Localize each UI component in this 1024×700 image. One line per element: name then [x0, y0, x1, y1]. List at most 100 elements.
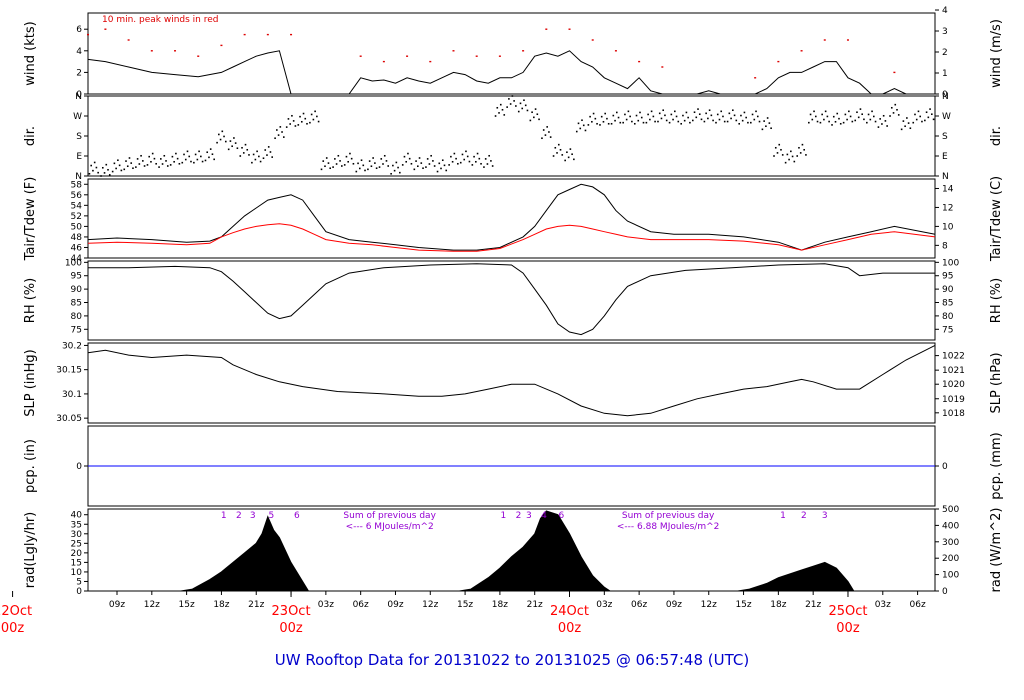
data-point: [428, 163, 431, 165]
rad-mark-label: 5: [268, 511, 274, 521]
data-point: [197, 55, 200, 57]
data-point: [312, 118, 315, 121]
rad-mark-label: 2: [801, 511, 807, 521]
data-point: [234, 142, 237, 144]
data-point: [798, 146, 800, 149]
data-point: [395, 161, 398, 164]
data-point: [258, 155, 260, 158]
data-point: [538, 118, 540, 121]
right-tick-label: 1019: [942, 395, 965, 405]
data-point: [480, 162, 482, 165]
data-point: [568, 28, 571, 30]
data-point: [355, 170, 358, 173]
data-point: [809, 113, 812, 116]
data-point: [774, 146, 777, 149]
data-point: [567, 156, 570, 159]
data-point: [236, 147, 239, 150]
data-point: [216, 141, 218, 144]
data-point: [140, 154, 142, 157]
time-tick-label: 09z: [109, 600, 125, 610]
data-point: [117, 159, 119, 162]
data-point: [610, 122, 613, 125]
right-tick-label: 400: [942, 521, 959, 531]
data-point: [615, 111, 618, 114]
data-point: [515, 105, 517, 107]
data-point: [219, 138, 222, 141]
data-point: [126, 165, 129, 168]
data-point: [872, 115, 875, 118]
series-Tair: [87, 183, 936, 251]
data-point: [896, 108, 898, 111]
data-point: [929, 108, 931, 110]
data-point: [770, 127, 772, 130]
data-point: [100, 175, 102, 177]
data-point: [248, 154, 250, 156]
rad-mark-label: 3: [822, 511, 828, 521]
y-axis-title-right: RH (%): [989, 278, 1004, 323]
panel-rh: 75 80 85 90 95 100 75 80 85 90 95 100 RH (%) RH (%): [23, 258, 1004, 341]
data-point: [848, 110, 850, 113]
data-point: [95, 166, 98, 169]
data-point: [483, 166, 485, 168]
data-point: [584, 129, 587, 132]
data-point: [751, 113, 754, 116]
data-point: [882, 114, 885, 117]
data-point: [443, 164, 446, 167]
time-tick-label: 03z: [318, 600, 334, 610]
rad-mark-label: 3: [250, 511, 256, 521]
data-point: [732, 109, 734, 112]
y-axis-title-right: rad (W/m^2): [989, 508, 1004, 593]
data-point: [801, 143, 804, 146]
data-point: [638, 60, 641, 63]
data-point: [445, 169, 448, 172]
y-axis-title-left: wind (kts): [23, 21, 38, 85]
data-point: [150, 50, 153, 52]
data-point: [410, 162, 413, 165]
data-point: [256, 150, 258, 153]
right-tick-label: 1020: [942, 380, 965, 390]
data-point: [111, 170, 114, 173]
day-label-date: 22Oct: [0, 604, 32, 619]
data-point: [561, 154, 564, 156]
rad-mark-label: 6: [559, 511, 565, 521]
data-point: [359, 55, 362, 57]
data-point: [294, 125, 297, 127]
day-label-date: 25Oct: [828, 604, 867, 619]
data-point: [224, 140, 227, 143]
right-tick-label: 12: [942, 203, 953, 213]
data-point: [548, 131, 550, 133]
data-point: [884, 120, 887, 122]
data-point: [426, 158, 429, 160]
data-point: [768, 122, 771, 124]
data-point: [231, 145, 233, 148]
y-axis-title-right: wind (m/s): [989, 19, 1004, 88]
data-point: [452, 50, 455, 52]
data-point: [320, 168, 323, 171]
data-point: [750, 121, 752, 124]
y-axis-title-left: dir.: [23, 126, 38, 146]
y-axis-title-left: pcp. (in): [23, 439, 38, 493]
data-point: [631, 120, 633, 123]
data-point: [897, 114, 900, 116]
left-tick-label: 46: [71, 243, 83, 253]
data-point: [728, 112, 731, 115]
data-point: [536, 113, 539, 116]
data-point: [635, 114, 638, 117]
data-point: [407, 152, 409, 155]
data-point: [823, 39, 826, 41]
data-point: [128, 157, 131, 159]
data-point: [171, 155, 174, 158]
data-point: [844, 113, 847, 116]
data-point: [239, 155, 242, 157]
data-point: [241, 146, 243, 149]
y-axis-title-left: rad(Lgly/hr): [23, 512, 38, 588]
data-point: [339, 160, 341, 162]
data-point: [310, 113, 313, 116]
data-point: [814, 115, 817, 118]
data-point: [649, 118, 651, 121]
left-tick-label: 30: [71, 530, 83, 540]
data-point: [788, 158, 790, 161]
data-point: [715, 121, 717, 124]
right-tick-label: 3: [942, 27, 948, 37]
left-tick-label: 20: [71, 549, 83, 559]
